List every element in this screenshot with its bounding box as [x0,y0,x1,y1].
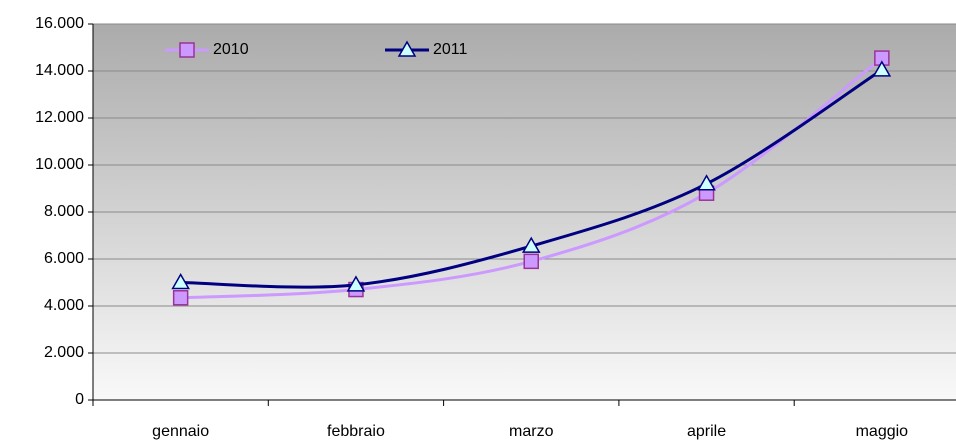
data-point [171,272,190,290]
y-tick-label: 10.000 [35,156,84,173]
data-point [697,174,716,191]
legend-marker [397,40,417,57]
data-point [872,60,892,77]
x-tick-label: maggio [856,423,909,440]
y-tick-label: 16.000 [35,15,84,32]
y-tick-label: 2.000 [44,344,84,361]
y-tick-label: 12.000 [35,109,84,126]
y-tick-label: 4.000 [44,297,84,314]
x-tick-label: febbraio [327,423,385,440]
x-tick-label: marzo [509,423,554,440]
data-point [346,275,366,292]
data-point [523,253,539,270]
data-point [172,290,189,306]
y-tick-label: 8.000 [44,203,84,220]
data-point [521,236,541,253]
legend-label: 2011 [433,41,468,58]
x-tick-label: aprile [687,423,726,440]
legend-label: 2010 [213,41,249,58]
y-tick-label: 14.000 [35,62,84,79]
y-tick-label: 0 [75,391,84,408]
x-tick-label: gennaio [152,423,209,440]
y-tick-label: 6.000 [44,250,84,267]
legend-marker [179,42,195,58]
